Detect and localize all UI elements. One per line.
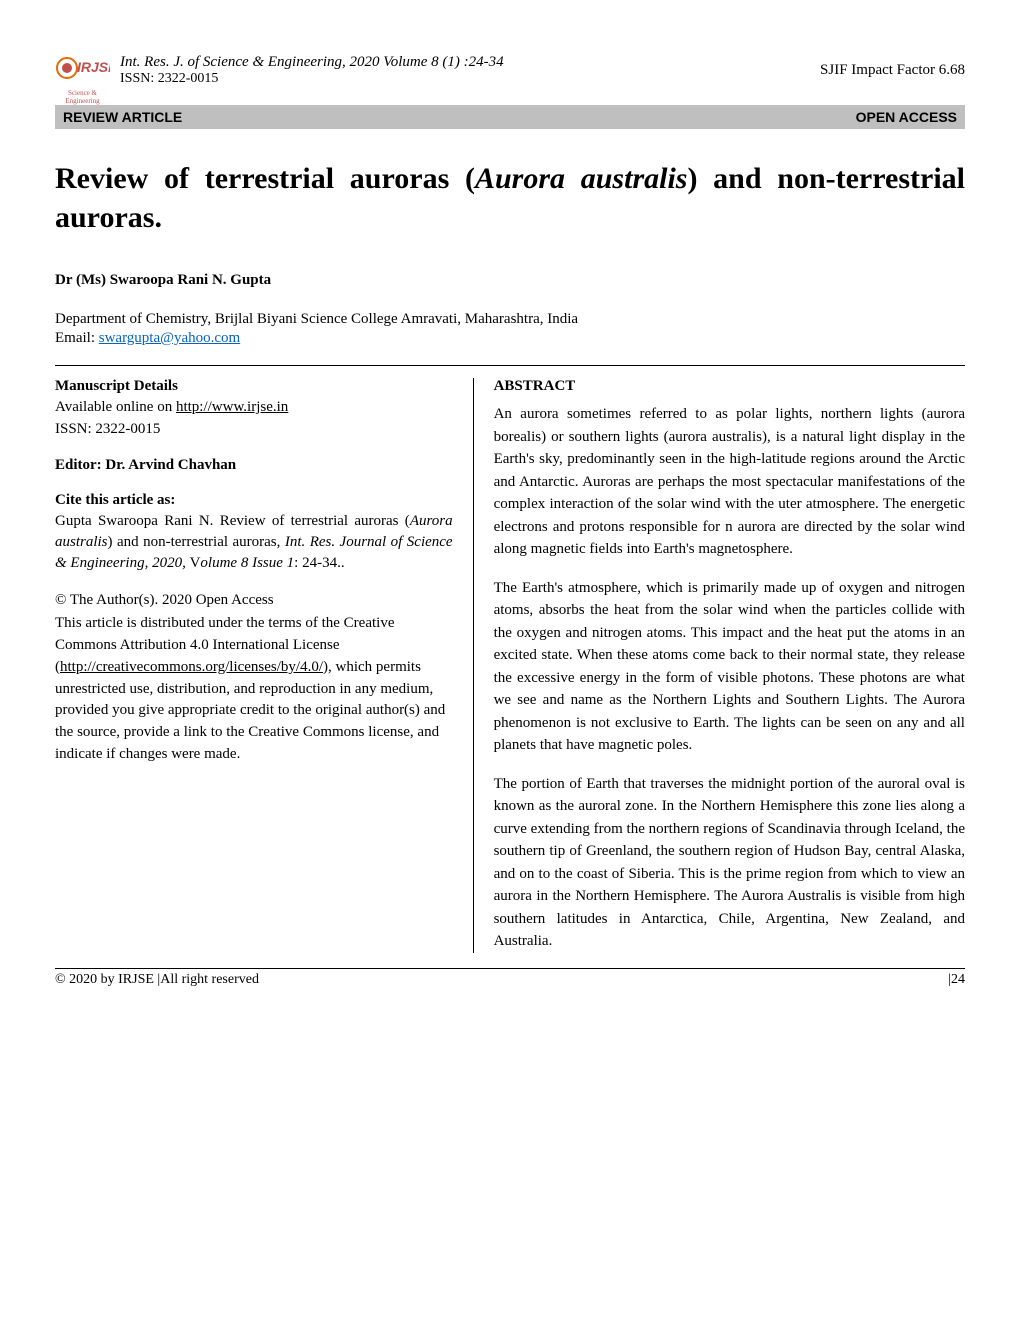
footer-copyright: © 2020 by IRJSE |All right reserved — [55, 972, 259, 988]
author-affiliation: Department of Chemistry, Brijlal Biyani … — [55, 311, 965, 328]
divider — [55, 365, 965, 366]
header-row: IRJSE Int. Res. J. of Science & Engineer… — [55, 50, 965, 90]
journal-issn: ISSN: 2322-0015 — [120, 71, 810, 87]
abstract-para-3: The portion of Earth that traverses the … — [494, 773, 965, 953]
banner-left: REVIEW ARTICLE — [63, 109, 182, 125]
manuscript-availability: Available online on http://www.irjse.in … — [55, 397, 453, 441]
left-column: Manuscript Details Available online on h… — [55, 378, 474, 953]
journal-logo: IRJSE — [55, 50, 110, 90]
left-issn: ISSN: 2322-0015 — [55, 421, 160, 437]
title-italic: Aurora australis — [475, 162, 687, 195]
right-column: ABSTRACT An aurora sometimes referred to… — [474, 378, 965, 953]
impact-factor: SJIF Impact Factor 6.68 — [820, 62, 965, 79]
email-line: Email: swargupta@yahoo.com — [55, 330, 965, 347]
cite-heading: Cite this article as: — [55, 492, 453, 509]
email-link[interactable]: swargupta@yahoo.com — [99, 330, 240, 346]
journal-url[interactable]: http://www.irjse.in — [176, 399, 288, 415]
two-column-layout: Manuscript Details Available online on h… — [55, 378, 965, 953]
citation-text: Gupta Swaroopa Rani N. Review of terrest… — [55, 511, 453, 574]
manuscript-details-heading: Manuscript Details — [55, 378, 453, 395]
svg-text:IRJSE: IRJSE — [77, 59, 110, 75]
abstract-para-2: The Earth's atmosphere, which is primari… — [494, 577, 965, 757]
journal-citation: Int. Res. J. of Science & Engineering, 2… — [120, 54, 810, 71]
cc-license-link[interactable]: http://creativecommons.org/licenses/by/4… — [60, 659, 323, 675]
banner-right: OPEN ACCESS — [856, 109, 957, 125]
logo-subtitle: Science & Engineering — [55, 89, 110, 105]
editor-heading: Editor: Dr. Arvind Chavhan — [55, 457, 453, 474]
author-name: Dr (Ms) Swaroopa Rani N. Gupta — [55, 272, 965, 289]
footer-page-number: |24 — [948, 972, 965, 988]
abstract-para-1: An aurora sometimes referred to as polar… — [494, 403, 965, 561]
article-title: Review of terrestrial auroras (Aurora au… — [55, 159, 965, 237]
page-footer: © 2020 by IRJSE |All right reserved |24 — [55, 968, 965, 988]
abstract-heading: ABSTRACT — [494, 378, 965, 395]
email-prefix: Email: — [55, 330, 99, 346]
article-banner: REVIEW ARTICLE OPEN ACCESS — [55, 105, 965, 129]
journal-meta: Int. Res. J. of Science & Engineering, 2… — [120, 54, 810, 87]
title-part1: Review of terrestrial auroras ( — [55, 162, 475, 195]
license-text: This article is distributed under the te… — [55, 613, 453, 765]
copyright: © The Author(s). 2020 Open Access — [55, 590, 453, 612]
